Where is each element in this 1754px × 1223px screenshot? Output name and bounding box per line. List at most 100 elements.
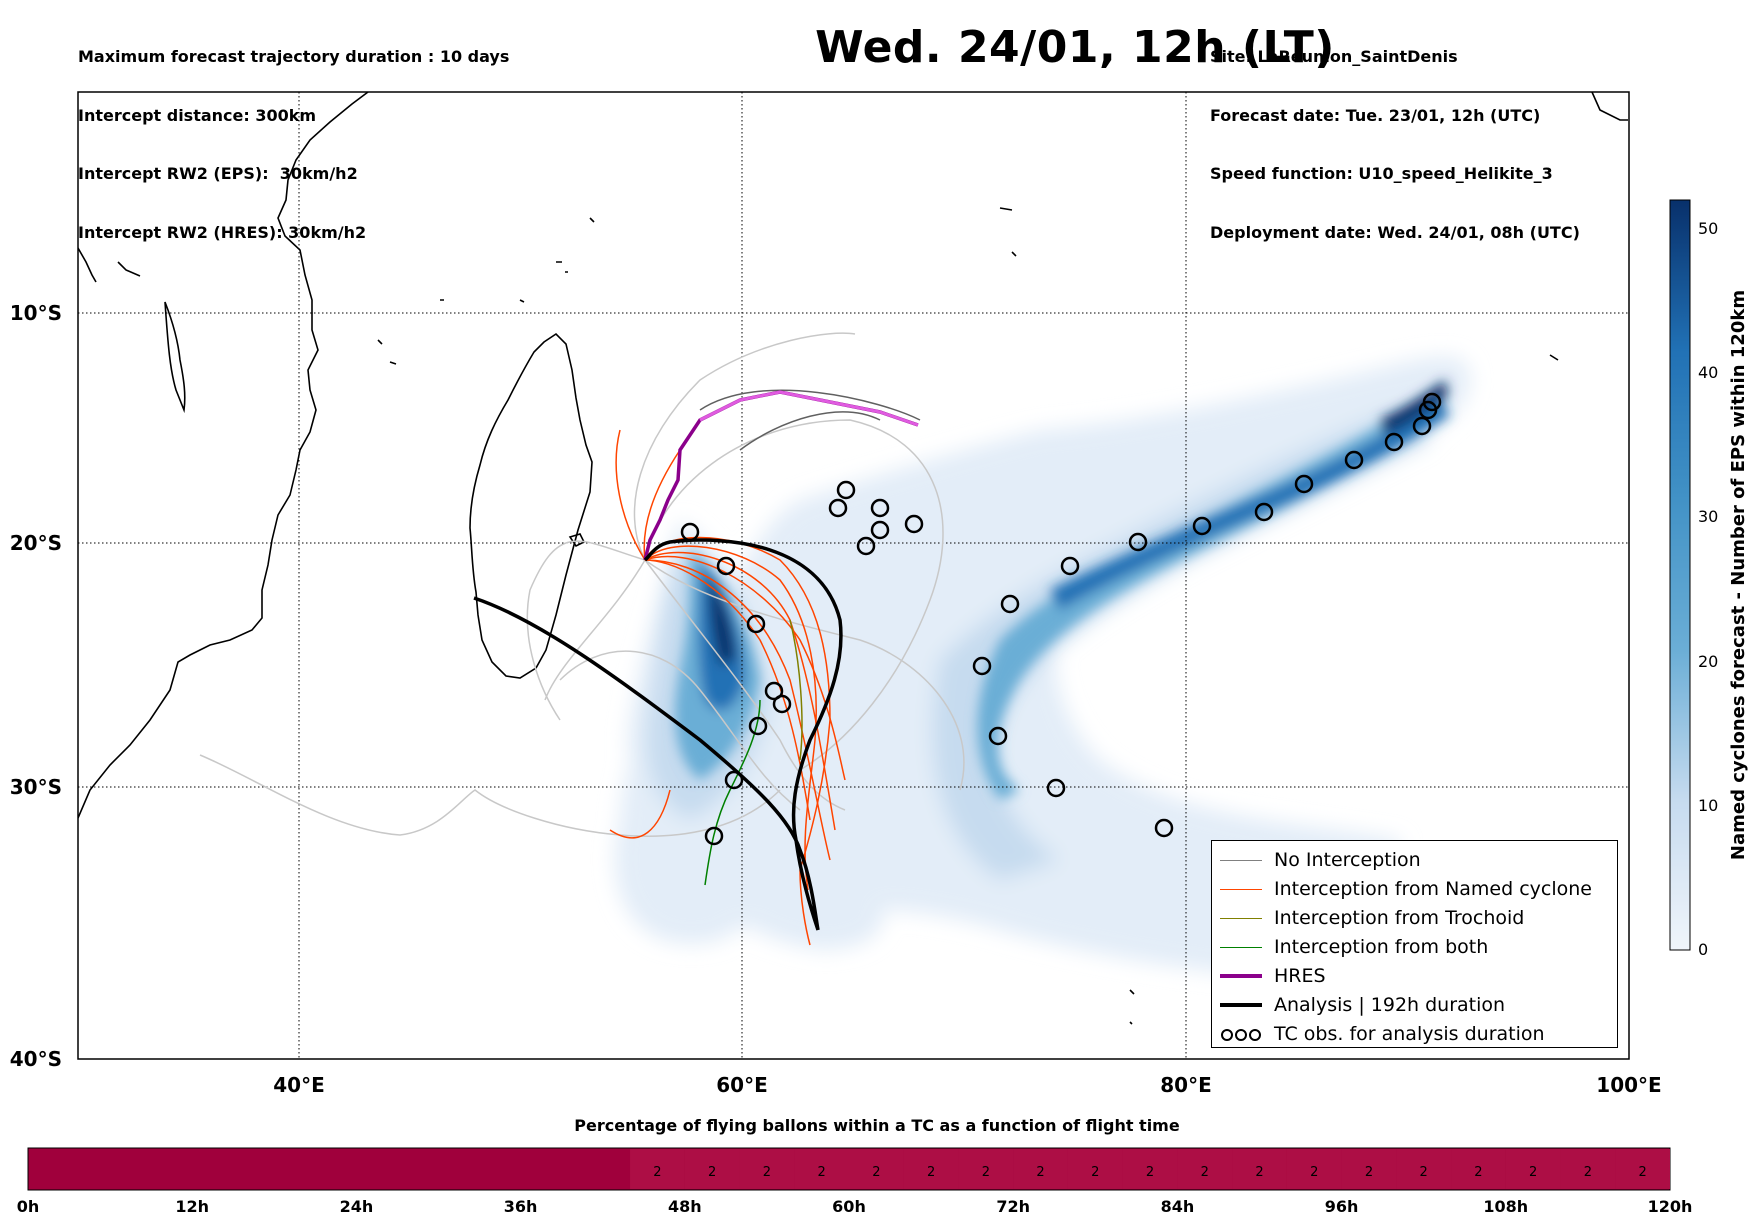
strip-cell bbox=[684, 1149, 740, 1189]
strip-cell bbox=[1013, 1149, 1068, 1189]
tc-marker bbox=[870, 498, 890, 518]
strip-cell bbox=[849, 1149, 904, 1189]
lon-label: 100°E bbox=[1596, 1073, 1661, 1097]
axis-labels: 40°E 60°E 80°E 100°E 10°S 20°S 30°S 40°S bbox=[10, 301, 1662, 1097]
tc-marker bbox=[704, 826, 724, 846]
strip-cell-value: 2 bbox=[1474, 1165, 1482, 1180]
lat-label: 30°S bbox=[10, 775, 62, 799]
strip-cell-value: 2 bbox=[927, 1165, 935, 1180]
strip-cell-value: 2 bbox=[1365, 1165, 1373, 1180]
strip-cell-value: 2 bbox=[1255, 1165, 1263, 1180]
eps-no-interception-dark bbox=[699, 389, 921, 451]
legend-item: Interception from Named cyclone bbox=[1212, 876, 1617, 905]
colorbar-tick: 10 bbox=[1698, 796, 1718, 815]
strip-labels: 0h 12h 24h 36h 48h 60h 72h 84h 96h 108h 120h bbox=[17, 1197, 1693, 1216]
strip-time-label: 36h bbox=[504, 1197, 538, 1216]
strip-cell-value: 2 bbox=[653, 1165, 661, 1180]
lat-label: 10°S bbox=[10, 301, 62, 325]
strip-time-label: 24h bbox=[340, 1197, 374, 1216]
legend-label: No Interception bbox=[1274, 849, 1421, 871]
tc-marker bbox=[1412, 416, 1432, 436]
strip-cell-value: 2 bbox=[1201, 1165, 1209, 1180]
strip-cell bbox=[1232, 1149, 1287, 1189]
strip-cell bbox=[1560, 1149, 1616, 1189]
strip-time-label: 12h bbox=[175, 1197, 209, 1216]
legend-item: Analysis | 192h duration bbox=[1212, 992, 1617, 1021]
header-line: Site: LaReunion_SaintDenis bbox=[1210, 47, 1458, 66]
legend-label: Analysis | 192h duration bbox=[1274, 994, 1506, 1016]
lon-label: 40°E bbox=[273, 1073, 325, 1097]
legend-item: Interception from Trochoid bbox=[1212, 905, 1617, 934]
legend-item: No Interception bbox=[1212, 847, 1617, 876]
header-line: Speed function: U10_speed_Helikite_3 bbox=[1210, 164, 1553, 183]
legend-swatch bbox=[1220, 918, 1262, 919]
strip-time-label: 108h bbox=[1483, 1197, 1528, 1216]
tc-marker bbox=[1254, 502, 1274, 522]
legend-swatch bbox=[1220, 1003, 1262, 1007]
strip-cell bbox=[1341, 1149, 1397, 1189]
colorbar-tick: 20 bbox=[1698, 652, 1718, 671]
strip-cell-value: 2 bbox=[1420, 1165, 1428, 1180]
tc-marker bbox=[746, 614, 766, 634]
graticule bbox=[78, 92, 1629, 1059]
strip-time-label: 60h bbox=[832, 1197, 866, 1216]
colorbar: 0 10 20 30 40 50 Named cyclones forecast… bbox=[1669, 199, 1749, 959]
strip-cell bbox=[1451, 1149, 1506, 1189]
colorbar-label: Named cyclones forecast - Number of EPS … bbox=[1728, 290, 1749, 860]
tc-marker bbox=[724, 770, 744, 790]
tc-marker bbox=[856, 536, 876, 556]
strip-cells: 2 2 2 2 2 2 2 2 2 2 2 2 2 2 2 2 2 2 2 bbox=[630, 1149, 1670, 1189]
flight-time-strip: 2 2 2 2 2 2 2 2 2 2 2 2 2 2 2 2 2 2 2 0h 12h 24h 36h 48h 60h 72h… bbox=[17, 1147, 1693, 1216]
map-title: Wed. 24/01, 12h (LT) bbox=[815, 22, 1335, 73]
tc-marker bbox=[836, 480, 856, 500]
strip-cell-value: 2 bbox=[1584, 1165, 1592, 1180]
header-line: Maximum forecast trajectory duration : 1… bbox=[78, 47, 510, 66]
tc-obs-markers bbox=[680, 392, 1442, 846]
tc-marker bbox=[988, 726, 1008, 746]
strip-cell bbox=[794, 1149, 849, 1189]
strip-cell bbox=[1067, 1149, 1123, 1189]
strip-title: Percentage of flying ballons within a TC… bbox=[574, 1116, 1180, 1135]
strip-cell bbox=[1396, 1149, 1452, 1189]
colorbar-tick: 30 bbox=[1698, 507, 1718, 526]
tc-marker bbox=[1154, 818, 1174, 838]
strip-time-label: 120h bbox=[1648, 1197, 1693, 1216]
hres-track-continuation bbox=[699, 390, 919, 427]
legend-label: HRES bbox=[1274, 965, 1326, 987]
legend-item: Interception from both bbox=[1212, 934, 1617, 963]
tc-marker bbox=[1060, 556, 1080, 576]
legend-swatch bbox=[1220, 974, 1262, 978]
strip-cell-value: 2 bbox=[872, 1165, 880, 1180]
header-line: Deployment date: Wed. 24/01, 08h (UTC) bbox=[1210, 222, 1580, 242]
strip-cell bbox=[903, 1149, 959, 1189]
tc-marker bbox=[1128, 532, 1148, 552]
tc-marker bbox=[972, 656, 992, 676]
strip-cell-value: 2 bbox=[817, 1165, 825, 1180]
eps-density bbox=[614, 356, 1470, 982]
header-line: Intercept distance: 300km bbox=[78, 105, 317, 125]
strip-cell bbox=[1286, 1149, 1342, 1189]
strip-time-label: 96h bbox=[1325, 1197, 1359, 1216]
lon-label: 80°E bbox=[1160, 1073, 1212, 1097]
strip-cell bbox=[1615, 1149, 1670, 1189]
header-line: Intercept RW2 (HRES): 30km/h2 bbox=[78, 222, 367, 242]
legend-swatch bbox=[1220, 889, 1262, 890]
legend-label: Interception from Named cyclone bbox=[1274, 878, 1592, 900]
legend-swatch bbox=[1220, 947, 1262, 948]
strip-cell-value: 2 bbox=[1146, 1165, 1154, 1180]
strip-cell bbox=[958, 1149, 1014, 1189]
trochoid-tracks bbox=[789, 619, 803, 761]
tc-marker bbox=[870, 520, 890, 540]
map-frame bbox=[77, 91, 1630, 1060]
map-area bbox=[78, 92, 1629, 1059]
strip-time-label: 48h bbox=[668, 1197, 702, 1216]
strip-cell bbox=[1505, 1149, 1561, 1189]
legend-label: Interception from both bbox=[1274, 936, 1489, 958]
tc-marker bbox=[748, 716, 768, 736]
tc-marker bbox=[1384, 432, 1404, 452]
legend-label: Interception from Trochoid bbox=[1274, 907, 1525, 929]
eps-no-interception-tracks bbox=[199, 332, 965, 837]
strip-cell-value: 2 bbox=[1036, 1165, 1044, 1180]
colorbar-tick: 0 bbox=[1698, 940, 1708, 959]
